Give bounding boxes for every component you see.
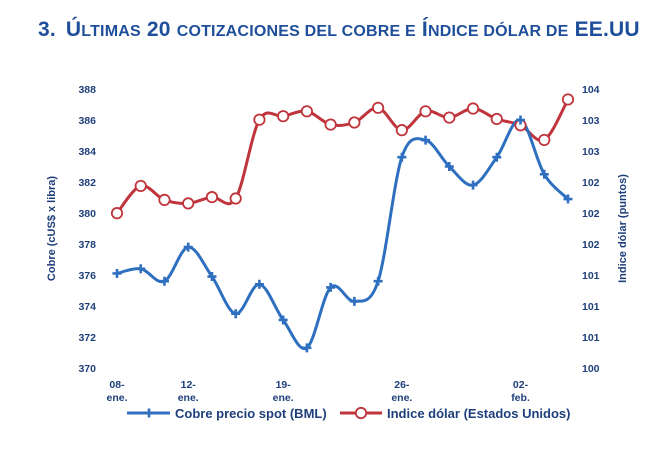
x-tick-label: ene.	[178, 392, 199, 404]
data-point-indice-dolar	[324, 118, 337, 131]
y-right-tick-label: 102	[582, 208, 600, 220]
y-left-tick-label: 382	[78, 177, 96, 189]
data-point-indice-dolar	[134, 179, 147, 193]
data-point-cobre	[397, 152, 407, 162]
data-point-cobre	[563, 194, 573, 204]
chart-legend: Cobre precio spot (BML) Indice dólar (Est…	[127, 406, 570, 421]
data-point-cobre	[349, 296, 359, 306]
data-point-cobre	[539, 169, 549, 179]
data-point-cobre	[278, 315, 288, 325]
data-point-cobre	[112, 268, 122, 278]
chart-series	[115, 98, 570, 351]
title-part: EE.UU	[568, 18, 640, 41]
data-point-indice-dolar	[348, 116, 361, 129]
y-right-tick-label: 101	[582, 301, 600, 313]
y-left-tick-label: 380	[78, 208, 96, 220]
data-point-cobre	[207, 272, 217, 282]
legend-marker-indice-dolar	[354, 406, 368, 420]
data-point-cobre	[444, 162, 454, 171]
data-point-indice-dolar	[182, 197, 195, 210]
page-title: 3. Últimas 20 cotizaciones del cobre e Ín…	[38, 18, 640, 42]
data-point-indice-dolar	[205, 191, 219, 204]
y-left-tick-label: 386	[78, 115, 96, 127]
title-part: 20	[140, 18, 177, 41]
data-point-indice-dolar	[253, 113, 266, 126]
y-left-tick-label: 384	[78, 146, 96, 158]
chart-axes: 370 372 374 376 378 380 382 384 386 388 100 101 101 1…	[46, 84, 629, 404]
data-point-cobre	[492, 152, 502, 162]
data-point-indice-dolar	[538, 133, 551, 147]
y-right-tick-label: 102	[582, 239, 600, 251]
data-point-indice-dolar	[110, 207, 124, 220]
title-part: ltimas	[81, 23, 141, 40]
x-tick-label: feb.	[511, 392, 530, 404]
x-tick-label: ene.	[391, 392, 412, 404]
y-left-axis-title: Cobre (cUS$ x libra)	[46, 176, 58, 281]
y-right-tick-label: 102	[582, 177, 600, 189]
data-point-indice-dolar	[490, 112, 503, 126]
title-part: Ú	[65, 18, 82, 41]
legend-label-cobre: Cobre precio spot (BML)	[175, 406, 327, 421]
x-tick-label: 08-	[109, 379, 125, 391]
y-right-tick-label: 103	[582, 115, 600, 127]
data-point-indice-dolar	[561, 93, 575, 106]
data-point-cobre	[302, 343, 312, 353]
data-point-cobre	[326, 282, 336, 292]
data-point-cobre	[373, 276, 383, 286]
data-point-indice-dolar	[419, 105, 432, 118]
data-point-indice-dolar	[395, 124, 408, 137]
title-part: Í	[415, 18, 428, 41]
y-right-tick-label: 104	[582, 84, 600, 96]
data-point-indice-dolar	[372, 101, 385, 114]
data-point-cobre	[421, 135, 431, 145]
data-point-cobre	[159, 276, 169, 286]
x-tick-label: ene.	[273, 392, 294, 404]
y-left-tick-label: 370	[78, 363, 96, 375]
x-tick-label: 02-	[513, 379, 529, 391]
y-right-tick-label: 100	[582, 363, 600, 375]
y-left-tick-label: 378	[78, 239, 96, 251]
y-left-tick-label: 376	[78, 270, 96, 282]
x-tick-label: 12-	[181, 379, 197, 391]
title-part: ndice dólar de	[427, 23, 569, 40]
data-point-cobre	[516, 115, 526, 125]
legend-marker-cobre	[144, 408, 154, 418]
x-tick-label: 26-	[394, 379, 410, 391]
y-right-axis-title: Indice dólar (puntos)	[617, 174, 629, 283]
y-left-tick-label: 374	[78, 301, 96, 313]
chart-markers	[110, 93, 575, 353]
data-point-indice-dolar	[229, 192, 242, 205]
title-number: 3.	[38, 18, 56, 41]
y-right-tick-label: 103	[582, 146, 600, 158]
title-part: cotizaciones del cobre e	[176, 23, 416, 40]
data-point-indice-dolar	[277, 110, 290, 123]
y-left-tick-label: 388	[78, 84, 96, 96]
x-tick-label: ene.	[106, 392, 127, 404]
data-point-cobre	[136, 264, 146, 274]
x-tick-label: 19-	[276, 379, 292, 391]
data-point-indice-dolar	[443, 111, 456, 124]
data-point-indice-dolar	[158, 193, 171, 207]
data-point-cobre	[254, 279, 264, 289]
data-point-indice-dolar	[300, 105, 313, 118]
y-left-tick-label: 372	[78, 332, 96, 344]
data-point-cobre	[183, 242, 193, 252]
data-point-cobre	[231, 309, 241, 319]
legend-label-indice-dolar: Indice dólar (Estados Unidos)	[387, 406, 570, 421]
y-right-tick-label: 101	[582, 270, 600, 282]
series-line-cobre	[116, 118, 570, 351]
y-right-tick-label: 101	[582, 332, 600, 344]
data-point-cobre	[468, 180, 478, 190]
data-point-indice-dolar	[466, 102, 480, 115]
